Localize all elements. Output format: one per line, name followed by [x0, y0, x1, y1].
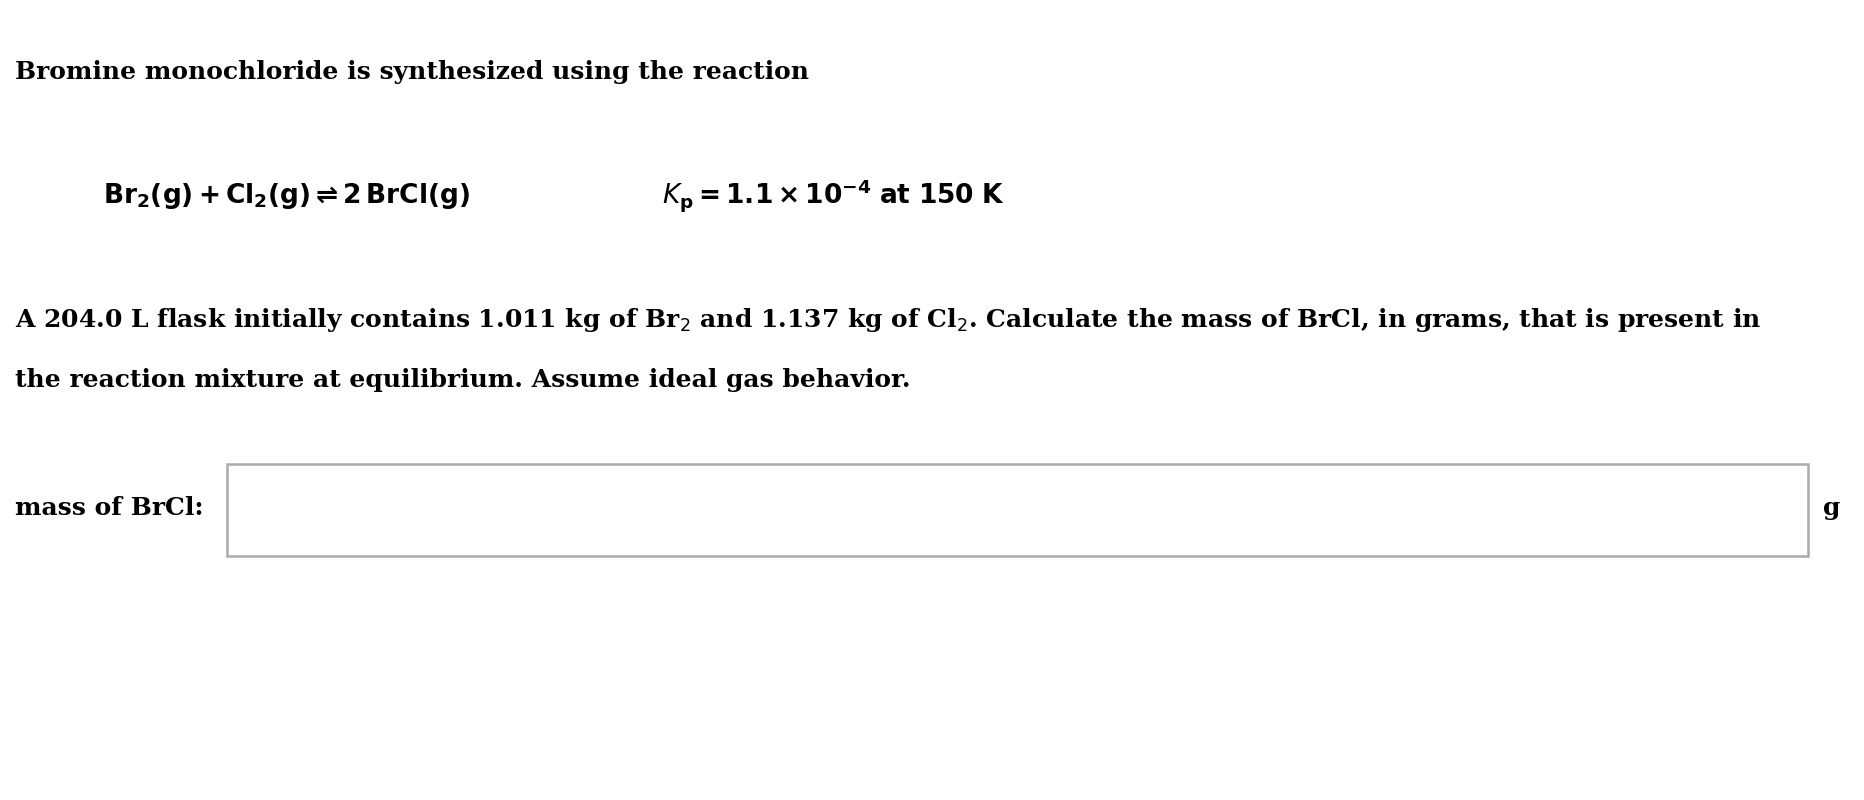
Text: g: g — [1823, 496, 1840, 520]
Text: mass of BrCl:: mass of BrCl: — [15, 496, 203, 520]
Text: the reaction mixture at equilibrium. Assume ideal gas behavior.: the reaction mixture at equilibrium. Ass… — [15, 368, 910, 392]
Text: A 204.0 L flask initially contains 1.011 kg of Br$_2$ and 1.137 kg of Cl$_2$. Ca: A 204.0 L flask initially contains 1.011… — [15, 306, 1761, 334]
Text: $\mathbf{Br_2(g) + Cl_2(g) \rightleftharpoons 2\,BrCl(g)}$: $\mathbf{Br_2(g) + Cl_2(g) \rightlefthar… — [103, 181, 470, 211]
Text: Bromine monochloride is synthesized using the reaction: Bromine monochloride is synthesized usin… — [15, 60, 809, 84]
Text: $\mathbf{\mathit{K}_p}$$\mathbf{ = 1.1 \times 10^{-4}}$ $\mathbf{at\ 150\ K}$: $\mathbf{\mathit{K}_p}$$\mathbf{ = 1.1 \… — [662, 178, 1005, 214]
FancyBboxPatch shape — [227, 464, 1808, 556]
